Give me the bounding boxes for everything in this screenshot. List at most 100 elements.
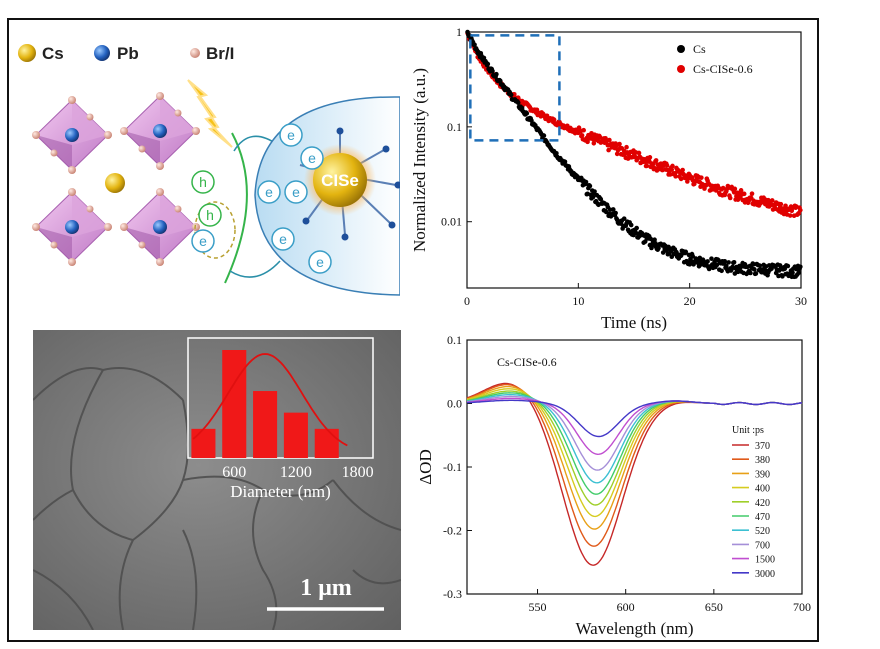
data-point <box>726 260 731 265</box>
data-point <box>753 271 759 276</box>
pl-decay-chart: 0 10 20 30 1 0.1 0.01 Time (ns) Normalized Inten… <box>410 25 807 332</box>
data-point <box>515 100 521 106</box>
electron-label: e <box>287 127 295 143</box>
x-tick-label: 700 <box>793 600 811 614</box>
legend-label: 420 <box>755 498 770 509</box>
data-point <box>647 155 653 160</box>
data-point <box>583 179 589 185</box>
plot-frame <box>466 339 803 595</box>
data-point <box>591 140 597 146</box>
data-point <box>579 133 585 138</box>
data-point <box>624 144 629 150</box>
data-point <box>634 225 639 231</box>
y-axis-label: ΔOD <box>416 449 435 485</box>
y-tick-label: -0.1 <box>443 460 462 474</box>
data-point <box>732 186 738 192</box>
transfer-arrow <box>229 260 281 278</box>
data-point <box>614 151 620 157</box>
electron-label: e <box>292 184 300 200</box>
spectrum-line-3000 <box>466 399 803 438</box>
histogram-x-label: Diameter (nm) <box>230 482 331 501</box>
grain-boundaries <box>33 367 401 630</box>
data-point <box>585 139 590 145</box>
data-point <box>529 118 534 123</box>
data-point <box>644 163 650 169</box>
histogram-tick-label: 1800 <box>342 464 374 481</box>
sem-image <box>33 330 401 630</box>
data-point <box>669 167 675 172</box>
data-point <box>544 113 550 119</box>
data-point <box>653 158 659 163</box>
electron-label: e <box>199 233 207 249</box>
data-point <box>723 263 729 269</box>
lightning-icon <box>187 79 233 148</box>
y-tick-label: 1 <box>456 25 462 39</box>
data-point <box>752 267 757 272</box>
data-point <box>749 191 755 196</box>
data-point <box>785 263 791 269</box>
legend-label: 700 <box>755 540 770 551</box>
data-point <box>508 92 514 98</box>
histogram-bar <box>314 428 339 458</box>
x-tick-label: 30 <box>795 294 807 308</box>
y-tick-label: 0.0 <box>447 397 462 411</box>
data-point <box>485 61 491 67</box>
carrier-group: h h e e e e e e e <box>191 123 332 274</box>
legend-label: 400 <box>755 484 770 495</box>
data-point <box>680 167 685 173</box>
data-point <box>610 207 616 212</box>
data-point <box>617 141 622 147</box>
y-tick-label: 0.1 <box>447 120 462 134</box>
data-point <box>783 203 788 209</box>
histogram-tick-label: 1200 <box>280 464 312 481</box>
data-point <box>670 163 675 169</box>
data-point <box>673 174 678 179</box>
x-tick-label: 20 <box>684 294 696 308</box>
data-point <box>554 150 559 156</box>
data-point <box>653 240 658 246</box>
data-point <box>472 42 477 48</box>
y-tick-label: -0.2 <box>443 524 462 538</box>
legend-cs-label: Cs <box>42 44 64 63</box>
legend-label: Cs <box>693 42 706 56</box>
data-point <box>494 71 499 77</box>
interface-curve <box>224 132 248 284</box>
legend-label: 470 <box>755 512 770 523</box>
spectrum-line-390 <box>466 385 803 530</box>
data-point <box>796 270 802 276</box>
series-cs-cise-0-6 <box>465 30 803 219</box>
gaussian-fit-line <box>192 353 348 447</box>
legend-label: 520 <box>755 526 770 537</box>
data-point <box>524 111 530 116</box>
legend-marker <box>677 45 685 53</box>
data-point <box>490 68 495 74</box>
scale-bar-label: 1 μm <box>300 575 352 601</box>
data-point <box>664 163 670 168</box>
hole-label: h <box>199 174 207 190</box>
legend-label: 370 <box>755 441 770 452</box>
x-tick-label: 550 <box>529 600 547 614</box>
data-point <box>705 259 710 264</box>
legend-halide-label: Br/I <box>206 44 234 63</box>
figure-frame <box>7 18 819 642</box>
cs-legend-icon <box>18 44 36 62</box>
electron-label: e <box>265 184 273 200</box>
data-point <box>778 201 784 207</box>
data-point <box>738 188 744 193</box>
zoom-box <box>469 34 561 142</box>
electron-label: e <box>279 231 287 247</box>
data-point <box>731 260 737 265</box>
data-point <box>606 147 611 153</box>
legend-label: 3000 <box>755 569 775 580</box>
y-axis-label: Normalized Intensity (a.u.) <box>410 68 429 252</box>
spectrum-line-370 <box>466 382 803 566</box>
data-point <box>592 189 597 194</box>
sem-panel: 600 1200 1800 Diameter (nm) 1 μm <box>33 330 401 630</box>
legend-label: 380 <box>755 455 770 466</box>
data-point <box>652 237 657 242</box>
y-tick-label: -0.3 <box>443 587 462 601</box>
data-point <box>562 159 568 165</box>
schematic-panel: Cs Pb Br/I CI <box>18 44 400 296</box>
data-point <box>636 150 642 156</box>
histogram-bar <box>191 428 216 458</box>
